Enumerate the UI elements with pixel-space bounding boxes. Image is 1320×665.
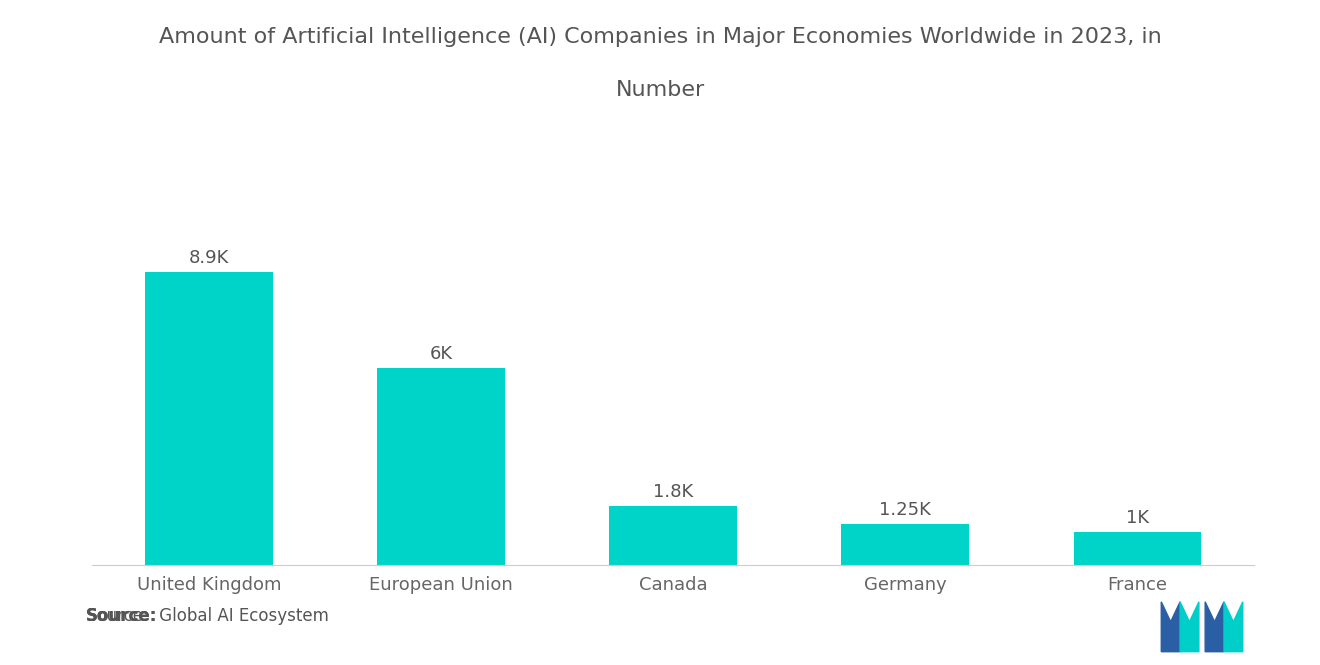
Bar bbox=[378, 368, 506, 565]
Text: Source:: Source: bbox=[86, 607, 157, 625]
Text: 6K: 6K bbox=[429, 344, 453, 362]
Text: Source:  Global AI Ecosystem: Source: Global AI Ecosystem bbox=[86, 607, 329, 625]
Polygon shape bbox=[1205, 602, 1224, 652]
Bar bbox=[1073, 532, 1201, 565]
Polygon shape bbox=[1162, 602, 1180, 652]
Text: Amount of Artificial Intelligence (AI) Companies in Major Economies Worldwide in: Amount of Artificial Intelligence (AI) C… bbox=[158, 27, 1162, 47]
Text: 8.9K: 8.9K bbox=[189, 249, 230, 267]
Text: 1K: 1K bbox=[1126, 509, 1148, 527]
Bar bbox=[841, 524, 969, 565]
Bar bbox=[145, 272, 273, 565]
Text: Source:: Source: bbox=[86, 607, 157, 625]
Bar bbox=[610, 506, 737, 565]
Text: Number: Number bbox=[615, 80, 705, 100]
Polygon shape bbox=[1224, 602, 1243, 652]
Text: 1.8K: 1.8K bbox=[653, 483, 693, 501]
Polygon shape bbox=[1180, 602, 1199, 652]
Text: 1.25K: 1.25K bbox=[879, 501, 931, 519]
